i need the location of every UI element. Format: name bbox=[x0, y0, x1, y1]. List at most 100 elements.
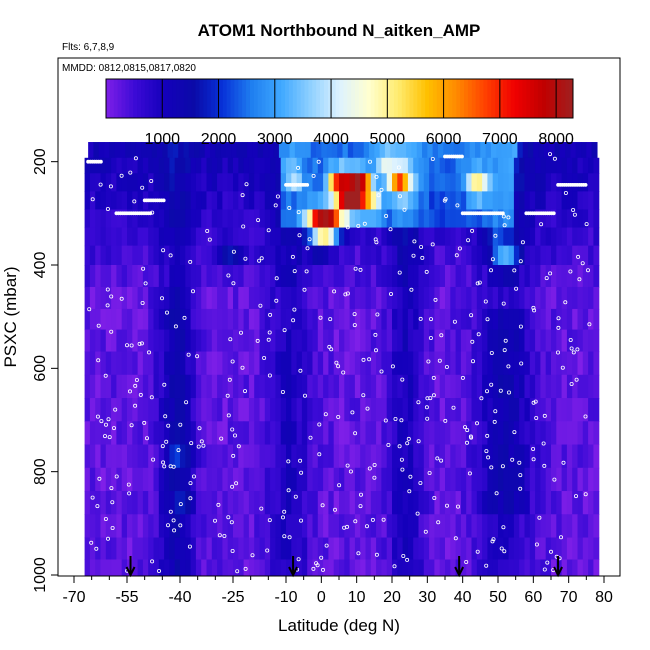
heatmap-cell bbox=[222, 398, 229, 422]
heatmap-cell bbox=[429, 559, 435, 576]
heatmap-cell bbox=[572, 514, 579, 539]
heatmap-cell bbox=[100, 173, 107, 192]
heatmap-cell bbox=[519, 398, 526, 422]
track-point bbox=[493, 233, 498, 238]
heatmap-cell bbox=[201, 245, 208, 266]
heatmap-cell bbox=[487, 514, 494, 539]
heatmap-cell bbox=[291, 537, 298, 561]
heatmap-cell bbox=[439, 308, 446, 331]
heatmap-cell bbox=[264, 467, 271, 492]
heatmap-cell bbox=[556, 351, 563, 376]
heatmap-cell bbox=[142, 374, 149, 399]
heatmap-cell bbox=[98, 142, 105, 159]
heatmap-cell bbox=[275, 265, 282, 288]
heatmap-cell bbox=[307, 374, 314, 399]
heatmap-cell bbox=[238, 191, 245, 211]
heatmap-cell bbox=[206, 467, 213, 492]
track-point bbox=[361, 393, 366, 398]
track-point bbox=[298, 458, 303, 463]
track-point bbox=[188, 496, 193, 501]
heatmap-cell bbox=[158, 308, 165, 331]
heatmap-cell bbox=[386, 191, 393, 211]
heatmap-cell bbox=[121, 286, 128, 310]
heatmap-cell bbox=[386, 514, 393, 539]
heatmap-cell bbox=[130, 142, 137, 159]
heatmap-cell bbox=[395, 142, 402, 159]
heatmap-cell bbox=[519, 329, 526, 353]
x-tick-label: 30 bbox=[418, 589, 436, 606]
heatmap-cell bbox=[528, 142, 534, 159]
heatmap-cell bbox=[551, 265, 557, 288]
heatmap-cell bbox=[572, 173, 579, 192]
heatmap-cell bbox=[365, 559, 372, 576]
track-point bbox=[580, 261, 585, 266]
heatmap-cell bbox=[174, 537, 181, 561]
heatmap-cell bbox=[524, 398, 531, 422]
heatmap-cell bbox=[121, 421, 128, 446]
heatmap-cell bbox=[127, 467, 133, 492]
heatmap-cell bbox=[323, 191, 329, 211]
heatmap-cell bbox=[423, 329, 430, 353]
track-point bbox=[439, 458, 444, 463]
x-tick-label: 10 bbox=[348, 589, 366, 606]
heatmap-cell bbox=[328, 157, 335, 174]
track-point bbox=[280, 515, 285, 520]
heatmap-cell bbox=[545, 157, 552, 174]
heatmap-cell bbox=[561, 514, 568, 539]
colorbar-swatch bbox=[327, 79, 333, 118]
track-point bbox=[376, 193, 381, 198]
heatmap-cell bbox=[349, 286, 356, 310]
heatmap-cell bbox=[275, 308, 282, 331]
heatmap-cell bbox=[201, 157, 208, 174]
heatmap-cell bbox=[471, 265, 478, 288]
heatmap-cell bbox=[529, 265, 536, 288]
heatmap-cell bbox=[439, 209, 446, 229]
track-point bbox=[397, 444, 402, 449]
heatmap-cell bbox=[211, 227, 218, 247]
heatmap-cell bbox=[248, 514, 255, 539]
heatmap-cell bbox=[402, 467, 409, 492]
heatmap-cell bbox=[180, 537, 186, 561]
heatmap-cell bbox=[227, 286, 234, 310]
heatmap-cell bbox=[291, 398, 298, 422]
heatmap-cell bbox=[556, 559, 563, 576]
heatmap-cell bbox=[227, 421, 234, 446]
heatmap-cell bbox=[572, 209, 579, 229]
heatmap-cell bbox=[105, 467, 112, 492]
heatmap-cell bbox=[450, 308, 457, 331]
track-point bbox=[494, 491, 499, 496]
heatmap-cell bbox=[333, 209, 340, 229]
colorbar-swatch bbox=[386, 79, 391, 118]
heatmap-cell bbox=[566, 491, 573, 515]
heatmap-cell bbox=[349, 209, 356, 229]
heatmap-cell bbox=[588, 444, 594, 469]
heatmap-cell bbox=[328, 209, 335, 229]
heatmap-cell bbox=[407, 209, 414, 229]
heatmap-cell bbox=[460, 537, 467, 561]
heatmap-cell bbox=[164, 191, 170, 211]
heatmap-cell bbox=[588, 265, 594, 288]
heatmap-cell bbox=[561, 209, 568, 229]
heatmap-cell bbox=[360, 329, 367, 353]
heatmap-cell bbox=[519, 286, 526, 310]
heatmap-cell bbox=[301, 491, 308, 515]
heatmap-cell bbox=[354, 398, 361, 422]
heatmap-cell bbox=[487, 537, 494, 561]
heatmap-cell bbox=[275, 398, 282, 422]
track-point bbox=[502, 549, 507, 554]
track-point bbox=[106, 417, 111, 422]
heatmap-cell bbox=[397, 286, 404, 310]
colorbar-swatch bbox=[292, 79, 298, 118]
track-point bbox=[501, 301, 506, 306]
heatmap-cell bbox=[519, 467, 526, 492]
heatmap-cell bbox=[360, 444, 367, 469]
heatmap-cell bbox=[503, 286, 510, 310]
track-point bbox=[178, 502, 183, 507]
heatmap-cell bbox=[190, 265, 197, 288]
heatmap-cell bbox=[407, 398, 414, 422]
track-point bbox=[405, 441, 410, 446]
track-point bbox=[231, 281, 236, 286]
heatmap-cell bbox=[206, 491, 213, 515]
colorbar-swatch bbox=[137, 79, 142, 118]
heatmap-cell bbox=[164, 265, 170, 288]
